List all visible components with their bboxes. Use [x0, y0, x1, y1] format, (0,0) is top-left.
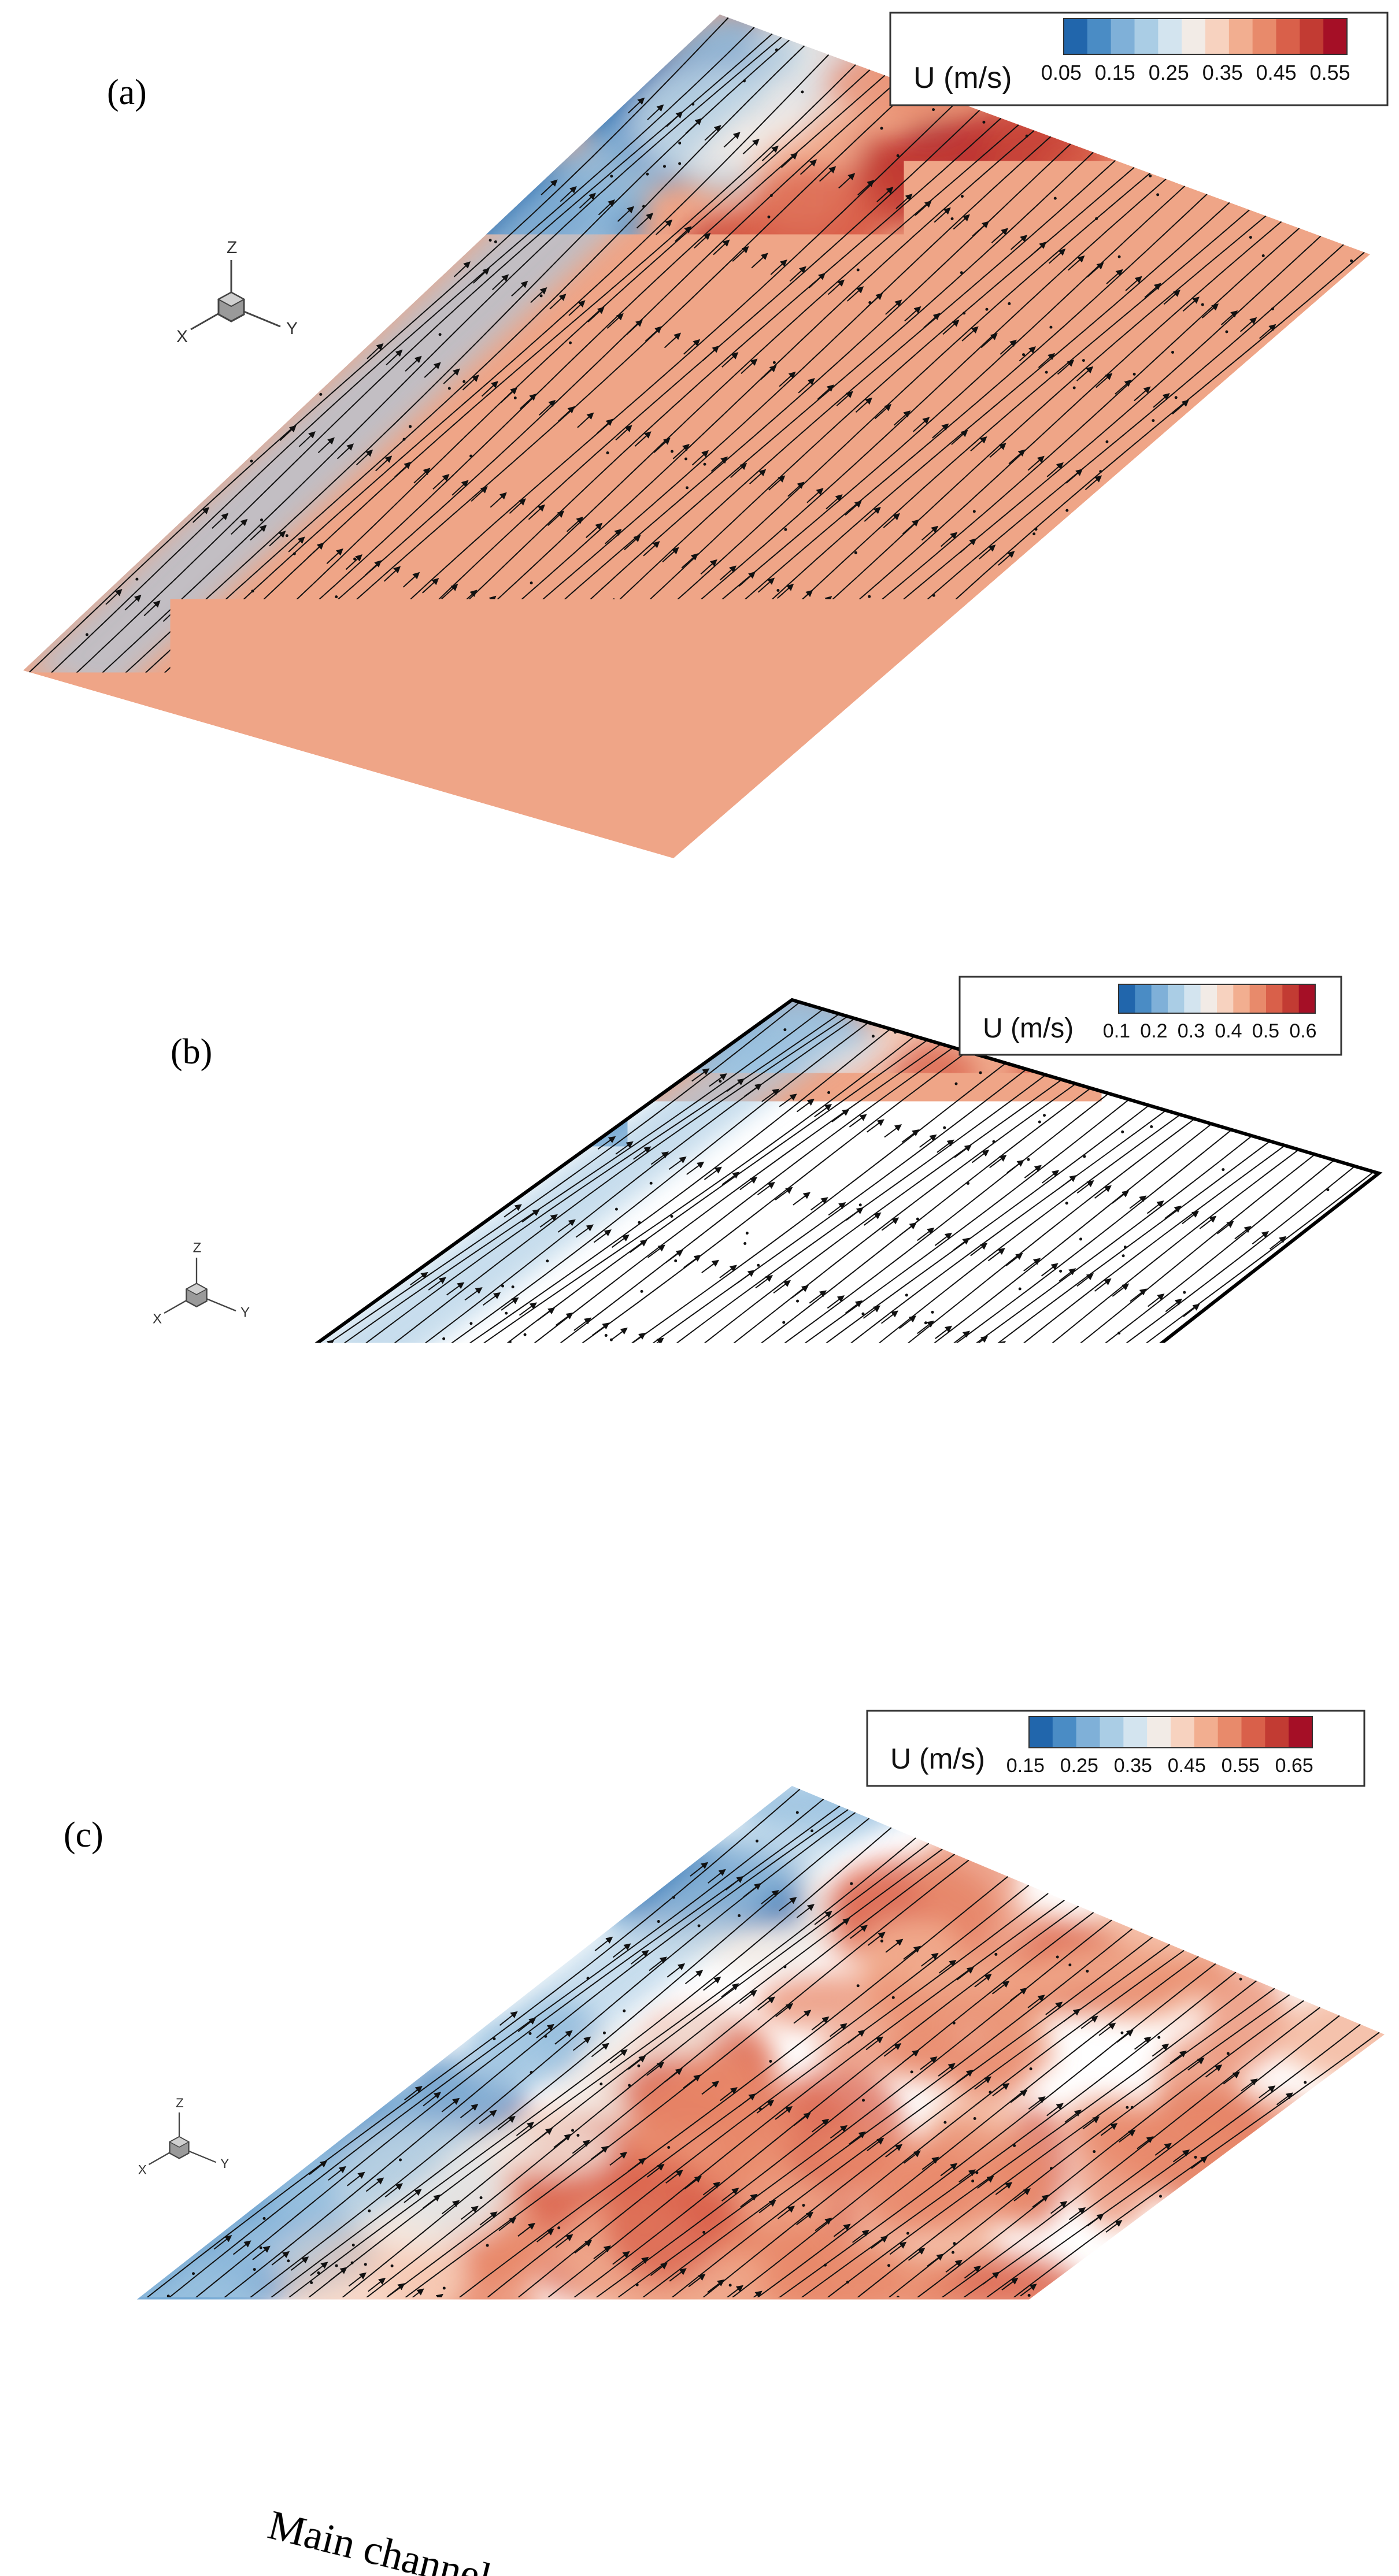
colorbar-swatch	[1168, 984, 1185, 1013]
colorbar-swatch	[1152, 984, 1168, 1013]
legend-tick-label: 0.35	[1114, 1755, 1152, 1777]
colorbar-swatch	[1282, 984, 1299, 1013]
colorbar-swatch	[1266, 984, 1283, 1013]
colorbar-swatch	[1053, 1717, 1076, 1748]
legend-tick-label: 0.4	[1215, 1020, 1242, 1042]
colorbar-swatch	[1087, 18, 1111, 54]
colorbar-legend: U (m/s) 0.1 0.2 0.3 0.4 0.5 0.6	[960, 977, 1341, 1055]
colorbar-swatch	[1289, 1717, 1312, 1748]
legend-tick-label: 0.5	[1252, 1020, 1279, 1042]
axis-label-y: Y	[240, 1304, 250, 1320]
colorbar-swatch	[1064, 18, 1087, 54]
legend-tick-label: 0.1	[1103, 1020, 1130, 1042]
colorbar-swatch	[1323, 18, 1347, 54]
legend-title: U (m/s)	[890, 1743, 985, 1775]
colorbar-swatch	[1076, 1717, 1100, 1748]
colorbar-swatch	[1299, 984, 1316, 1013]
panel-c: (c) U (m/s) 0.15 0.25 0.35 0.45 0.55 0.65 Z X Y Sta…	[21, 1711, 1399, 2576]
legend-tick-label: 0.35	[1202, 61, 1243, 84]
axis-label-z: Z	[176, 2096, 184, 2110]
colorbar-swatch	[1135, 984, 1152, 1013]
panel-a: (a) U (m/s) 0.05 0.15 0.25 0.35 0.45 0.55 Z X Y Sta…	[23, 12, 1399, 887]
colorbar-swatch	[1100, 1717, 1124, 1748]
legend-tick-label: 0.05	[1041, 61, 1082, 84]
colorbar-swatch	[1233, 984, 1250, 1013]
stage-label: Stage 1	[32, 735, 174, 812]
colorbar-swatch	[1182, 18, 1205, 54]
legend-tick-label: 0.55	[1310, 61, 1350, 84]
colorbar-swatch	[1229, 18, 1253, 54]
axis-triad: Z X Y	[138, 2096, 230, 2177]
legend-tick-label: 0.65	[1275, 1755, 1313, 1777]
axis-triad: Z X Y	[153, 1240, 250, 1326]
colorbar-swatch	[1218, 1717, 1242, 1748]
colorbar-swatch	[1158, 18, 1182, 54]
panel-label: (a)	[107, 73, 147, 112]
main-channel-label: Main channel	[264, 2501, 496, 2576]
axis-label-z: Z	[193, 1240, 202, 1255]
legend-tick-label: 0.6	[1289, 1020, 1316, 1042]
legend-title: U (m/s)	[983, 1013, 1074, 1044]
colorbar-swatch	[1242, 1717, 1265, 1748]
colorbar-swatch	[1119, 984, 1135, 1013]
colorbar-swatch	[1194, 1717, 1218, 1748]
axis-label-x: X	[176, 327, 188, 346]
legend-tick-label: 0.55	[1222, 1755, 1260, 1777]
colorbar-swatch	[1201, 984, 1217, 1013]
legend-tick-label: 0.45	[1168, 1755, 1206, 1777]
stage-label: Stage 1	[33, 1591, 163, 1658]
axis-label-y: Y	[286, 319, 298, 338]
colorbar-swatch	[1253, 18, 1276, 54]
legend-tick-label: 0.25	[1149, 61, 1189, 84]
legend-tick-label: 0.15	[1095, 61, 1135, 84]
colorbar-swatch	[1265, 1717, 1289, 1748]
colorbar-swatch	[1276, 18, 1300, 54]
colorbar-legend: U (m/s) 0.15 0.25 0.35 0.45 0.55 0.65	[867, 1711, 1364, 1786]
colorbar-swatch	[1111, 18, 1135, 54]
axis-triad: Z X Y	[176, 238, 298, 346]
velocity-contour-surface	[23, 12, 1399, 858]
legend-tick-label: 0.3	[1178, 1020, 1205, 1042]
colorbar-swatch	[1135, 18, 1159, 54]
colorbar-swatch	[1217, 984, 1234, 1013]
velocity-contour-surface	[29, 1779, 1399, 2543]
axis-label-z: Z	[227, 238, 237, 257]
colorbar-legend: U (m/s) 0.05 0.15 0.25 0.35 0.45 0.55	[890, 13, 1387, 105]
axis-label-x: X	[153, 1311, 162, 1327]
velocity-contour-surface	[0, 988, 1379, 1720]
colorbar-swatch	[1171, 1717, 1194, 1748]
colorbar-swatch	[1123, 1717, 1147, 1748]
colorbar-swatch	[1029, 1717, 1053, 1748]
colorbar-swatch	[1205, 18, 1229, 54]
colorbar-swatch	[1147, 1717, 1171, 1748]
legend-tick-label: 0.25	[1060, 1755, 1098, 1777]
legend-tick-label: 0.15	[1006, 1755, 1045, 1777]
legend-tick-label: 0.45	[1256, 61, 1297, 84]
legend-title: U (m/s)	[913, 61, 1012, 95]
panels-root: (a) U (m/s) 0.05 0.15 0.25 0.35 0.45 0.55 Z X Y Sta…	[0, 12, 1399, 2576]
axis-label-x: X	[138, 2163, 147, 2177]
panel-label: (b)	[171, 1032, 212, 1072]
colorbar-swatch	[1250, 984, 1267, 1013]
stage-label: Stage 1	[21, 2443, 151, 2510]
legend-tick-label: 0.2	[1140, 1020, 1167, 1042]
axis-label-y: Y	[220, 2156, 229, 2171]
panel-label: (c)	[64, 1815, 103, 1855]
panel-b: (b)U (m/s) 0.1 0.2 0.3 0.4 0.5 0.6ZX YStage 1Ma…	[0, 977, 1379, 1743]
colorbar-swatch	[1184, 984, 1201, 1013]
colorbar-swatch	[1300, 18, 1323, 54]
